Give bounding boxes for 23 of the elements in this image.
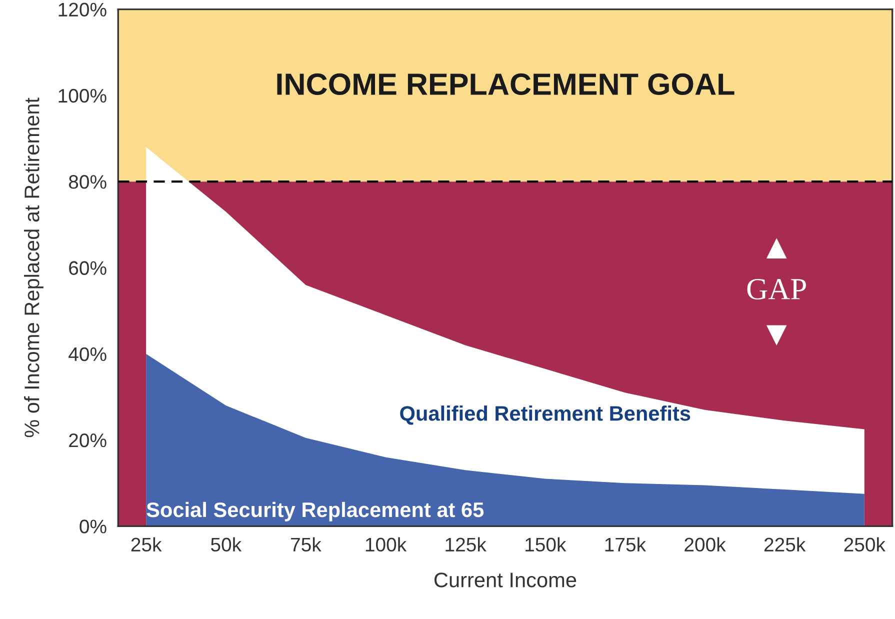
x-tick-label: 150k <box>526 537 566 552</box>
x-tick-label: 100k <box>366 537 407 552</box>
x-axis-title: Current Income <box>434 572 576 588</box>
y-tick-label: 80% <box>68 175 106 189</box>
series-label: Qualified Retirement Benefits <box>400 406 690 425</box>
band-label: GAP <box>747 278 806 300</box>
y-axis-title: % of Income Replaced at Retirement <box>24 98 44 438</box>
x-tick-label: 25k <box>131 537 162 552</box>
series-label: Social Security Replacement at 65 <box>146 502 484 522</box>
y-tick-label: 0% <box>80 520 106 534</box>
x-tick-label: 175k <box>605 537 646 552</box>
x-tick-label: 200k <box>684 537 726 552</box>
x-tick-label: 75k <box>291 537 322 552</box>
x-tick-label: 125k <box>446 537 486 552</box>
band-label: INCOME REPLACEMENT GOAL <box>277 73 734 96</box>
y-tick-label: 60% <box>69 261 106 275</box>
y-tick-label: 20% <box>69 433 106 448</box>
x-tick-label: 250k <box>844 537 886 552</box>
y-tick-label: 40% <box>68 347 106 362</box>
x-tick-label: 225k <box>764 537 806 552</box>
y-tick-label: 100% <box>58 88 106 103</box>
x-tick-label: 50k <box>210 537 242 552</box>
y-tick-label: 120% <box>58 2 106 17</box>
